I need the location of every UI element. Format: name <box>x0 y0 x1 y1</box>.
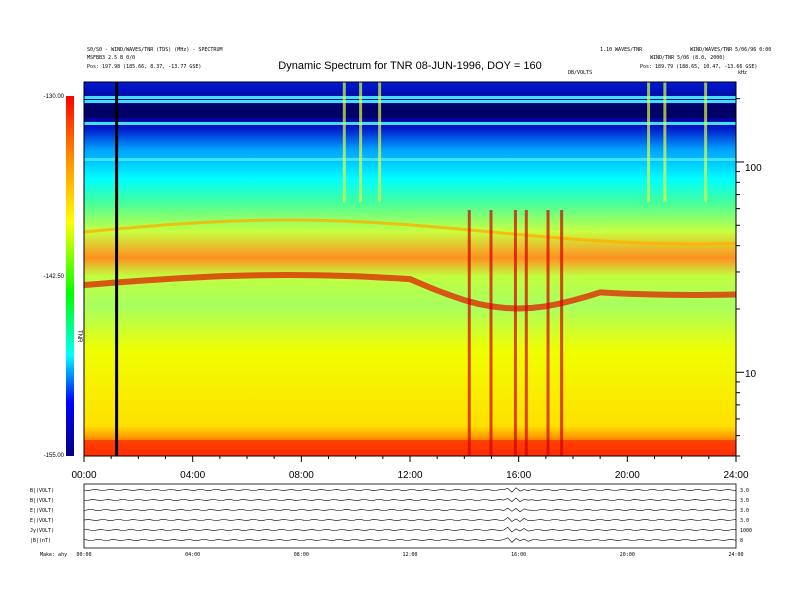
panel-label: Jy(VOLT) <box>30 528 54 534</box>
x-tick-label: 12:00 <box>397 470 422 481</box>
spectrogram-layers <box>83 82 737 456</box>
spectral-line <box>84 96 736 99</box>
bottom-band <box>84 440 736 456</box>
burst-mark <box>524 210 528 456</box>
x-tick-label: 08:00 <box>289 470 314 481</box>
panel-x-tick-label: 00:00 <box>76 552 91 558</box>
panel-x-tick-label: 08:00 <box>294 552 309 558</box>
colorbar-label-max: -130.00 <box>44 94 65 100</box>
footer-label: Make: ahy <box>40 552 67 558</box>
frequency-axis <box>736 98 744 457</box>
spectral-line <box>84 100 736 103</box>
burst-mark <box>513 210 517 456</box>
burst-mark <box>560 210 564 456</box>
panel-trace <box>83 526 737 533</box>
panel-label: E|(VOLT) <box>30 508 54 514</box>
panel-x-tick-label: 16:00 <box>511 552 526 558</box>
header-right-line-2: WIND/WAVES/TNR 5/06/96 0:00 <box>690 47 771 53</box>
panel-label: E|(VOLT) <box>30 518 54 524</box>
colorbar-label-mid: -142.50 <box>44 274 65 280</box>
burst-mark <box>378 82 382 202</box>
panel-trace <box>83 507 737 513</box>
x-tick-label: 04:00 <box>180 470 205 481</box>
burst-mark <box>467 210 471 456</box>
colorbar-label-min: -155.00 <box>44 453 65 459</box>
colorbar-side-label: TNR <box>76 330 82 343</box>
spectral-line <box>84 158 736 161</box>
panel-x-tick-label: 20:00 <box>620 552 635 558</box>
header-right-line-3: WIND/TNR 5/06 (8.0, 2000) <box>650 55 725 61</box>
panel-right-label: 3.0 <box>740 508 749 514</box>
dark-band <box>84 104 736 118</box>
burst-mark <box>359 82 363 202</box>
header-right-line-1: 1.10 WAVES/TNR <box>600 47 643 53</box>
header-left-line-1: S0/S0 - WIND/WAVES/TNR (TDS) (MHz) - SPE… <box>87 47 222 53</box>
chart-title: Dynamic Spectrum for TNR 08-JUN-1996, DO… <box>278 60 541 72</box>
panel-trace <box>83 517 737 522</box>
panel-right-label: 3.0 <box>740 518 749 524</box>
x-tick-label: 16:00 <box>506 470 531 481</box>
panel-trace <box>83 537 737 543</box>
colorbar <box>66 96 74 456</box>
burst-mark <box>489 210 493 456</box>
panel-label: B|(VOLT) <box>30 498 54 504</box>
burst-mark <box>663 82 667 202</box>
header-left-line-3: Pos: 197.98 (185.66, 8.37, -13.77 GSE) <box>87 64 201 70</box>
spectrogram-background <box>84 82 736 456</box>
x-tick-label: 20:00 <box>615 470 640 481</box>
upper-edge-band <box>83 218 737 246</box>
panel-label: |B|(nT) <box>30 538 51 544</box>
burst-mark <box>704 82 708 202</box>
header-left-line-2: MSFBB3 2.5 B 0/0 <box>87 55 135 61</box>
y-tick-label-100: 100 <box>745 163 762 174</box>
y-tick-label-10: 10 <box>745 369 757 380</box>
burst-mark <box>342 82 346 202</box>
panel-right-label: 3.0 <box>740 488 749 494</box>
panel-x-tick-label: 04:00 <box>185 552 200 558</box>
panel-frame <box>83 483 737 549</box>
panel-label: B|(VOLT) <box>30 488 54 494</box>
panel-x-tick-label: 24:00 <box>728 552 743 558</box>
panel-trace <box>83 497 737 503</box>
panel-x-tick-label: 12:00 <box>402 552 417 558</box>
top-right-unit: kHz <box>738 70 747 76</box>
time-axis: 00:00 04:00 08:00 12:00 16:00 20:00 24:00 <box>71 456 749 481</box>
x-tick-label: 24:00 <box>723 470 748 481</box>
center-unit-label: DB/VOLTS <box>568 70 592 76</box>
spectral-line <box>84 122 736 125</box>
x-tick-label: 00:00 <box>71 470 96 481</box>
header-right-line-4: Pos: 189.79 (188.65, 10.47, -13.66 GSE) <box>640 64 757 70</box>
burst-mark <box>647 82 651 202</box>
panel-right-label: 8 <box>740 538 743 544</box>
panel-right-label: 3.0 <box>740 498 749 504</box>
burst-mark <box>546 210 550 456</box>
panel-trace <box>83 487 737 493</box>
plasma-line-band <box>83 271 737 312</box>
panel-right-label: 1000 <box>740 528 752 534</box>
timeseries-panels: B|(VOLT) 3.0 B|(VOLT) 3.0 E|(VOLT) 3.0 E|(VOLT… <box>30 483 752 558</box>
